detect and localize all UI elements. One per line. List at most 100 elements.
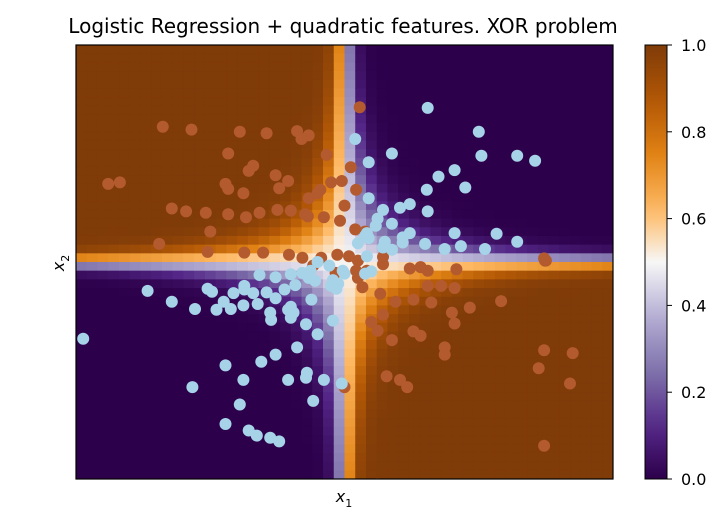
- heatmap-cell: [226, 123, 238, 133]
- heatmap-cell: [484, 470, 496, 479]
- heatmap-cell: [516, 305, 528, 315]
- heatmap-cell: [527, 140, 539, 150]
- heatmap-cell: [151, 71, 163, 81]
- heatmap-cell: [398, 340, 410, 350]
- heatmap-cell: [108, 392, 120, 402]
- heatmap-cell: [580, 340, 593, 350]
- heatmap-cell: [387, 400, 399, 411]
- heatmap-cell: [129, 244, 142, 254]
- heatmap-cell: [355, 305, 367, 315]
- heatmap-cell: [215, 400, 227, 411]
- heatmap-cell: [387, 452, 399, 463]
- heatmap-cell: [333, 357, 346, 367]
- heatmap-cell: [462, 357, 474, 367]
- heatmap-cell: [548, 244, 560, 254]
- heatmap-cell: [194, 270, 206, 280]
- heatmap-cell: [161, 166, 174, 176]
- scatter-point-class-0: [265, 313, 278, 326]
- scatter-point-class-1: [538, 439, 551, 452]
- heatmap-cell: [269, 366, 281, 376]
- heatmap-cell: [76, 62, 88, 72]
- heatmap-cell: [172, 235, 184, 246]
- heatmap-cell: [559, 470, 571, 479]
- heatmap-cell: [258, 114, 270, 124]
- heatmap-cell: [505, 426, 517, 437]
- heatmap-cell: [290, 409, 303, 419]
- scatter-point-class-0: [282, 373, 295, 386]
- heatmap-cell: [108, 348, 120, 359]
- heatmap-cell: [419, 383, 432, 393]
- heatmap-cell: [387, 227, 399, 237]
- heatmap-cell: [548, 105, 560, 116]
- heatmap-cell: [537, 461, 550, 471]
- heatmap-cell: [247, 470, 260, 479]
- heatmap-cell: [570, 296, 582, 306]
- heatmap-cell: [441, 97, 453, 107]
- heatmap-cell: [312, 140, 324, 150]
- heatmap-cell: [602, 192, 613, 202]
- heatmap-cell: [387, 270, 399, 280]
- heatmap-cell: [462, 314, 474, 324]
- heatmap-cell: [290, 357, 303, 367]
- scatter-point-class-1: [371, 324, 384, 337]
- heatmap-cell: [387, 305, 399, 315]
- heatmap-cell: [151, 114, 163, 124]
- heatmap-cell: [118, 331, 131, 341]
- heatmap-cell: [269, 418, 281, 428]
- scatter-point-class-1: [351, 254, 364, 267]
- heatmap-cell: [215, 53, 227, 63]
- heatmap-cell: [86, 418, 99, 428]
- heatmap-cell: [591, 79, 603, 89]
- heatmap-cell: [580, 209, 593, 220]
- heatmap-cell: [76, 444, 88, 454]
- heatmap-cell: [333, 366, 346, 376]
- heatmap-cell: [548, 45, 560, 55]
- heatmap-cell: [151, 105, 163, 116]
- heatmap-cell: [194, 157, 206, 168]
- heatmap-cell: [312, 383, 324, 393]
- heatmap-cell: [301, 435, 313, 445]
- heatmap-cell: [559, 444, 571, 454]
- heatmap-cell: [398, 470, 410, 479]
- heatmap-cell: [215, 340, 227, 350]
- heatmap-cell: [376, 140, 389, 150]
- heatmap-cell: [602, 314, 613, 324]
- heatmap-cell: [505, 105, 517, 116]
- heatmap-cell: [140, 105, 152, 116]
- heatmap-cell: [151, 305, 163, 315]
- heatmap-cell: [226, 166, 238, 176]
- heatmap-cell: [226, 131, 238, 142]
- heatmap-cell: [548, 340, 560, 350]
- heatmap-cell: [161, 218, 174, 228]
- heatmap-cell: [76, 88, 88, 98]
- heatmap-cell: [602, 123, 613, 133]
- heatmap-cell: [215, 366, 227, 376]
- heatmap-cell: [494, 175, 507, 185]
- heatmap-cell: [280, 227, 292, 237]
- heatmap-cell: [398, 123, 410, 133]
- y-axis-label-main: x: [49, 261, 68, 272]
- heatmap-cell: [473, 157, 485, 168]
- heatmap-cell: [118, 279, 131, 289]
- heatmap-cell: [290, 71, 303, 81]
- scatter-point-class-0: [394, 201, 406, 214]
- heatmap-cell: [602, 470, 613, 479]
- heatmap-cell: [462, 288, 474, 298]
- heatmap-cell: [280, 201, 292, 211]
- scatter-point-class-1: [350, 183, 363, 196]
- heatmap-cell: [161, 105, 174, 116]
- heatmap-cell: [537, 53, 550, 63]
- heatmap-cell: [86, 452, 99, 463]
- heatmap-cell: [365, 366, 378, 376]
- heatmap-cell: [183, 366, 195, 376]
- heatmap-cell: [140, 201, 152, 211]
- heatmap-cell: [570, 262, 582, 272]
- heatmap-cell: [473, 305, 485, 315]
- heatmap-cell: [570, 288, 582, 298]
- heatmap-cell: [323, 131, 335, 142]
- heatmap-cell: [387, 461, 399, 471]
- heatmap-cell: [430, 314, 442, 324]
- scatter-point-class-0: [359, 267, 372, 280]
- heatmap-cell: [408, 71, 421, 81]
- heatmap-cell: [97, 392, 109, 402]
